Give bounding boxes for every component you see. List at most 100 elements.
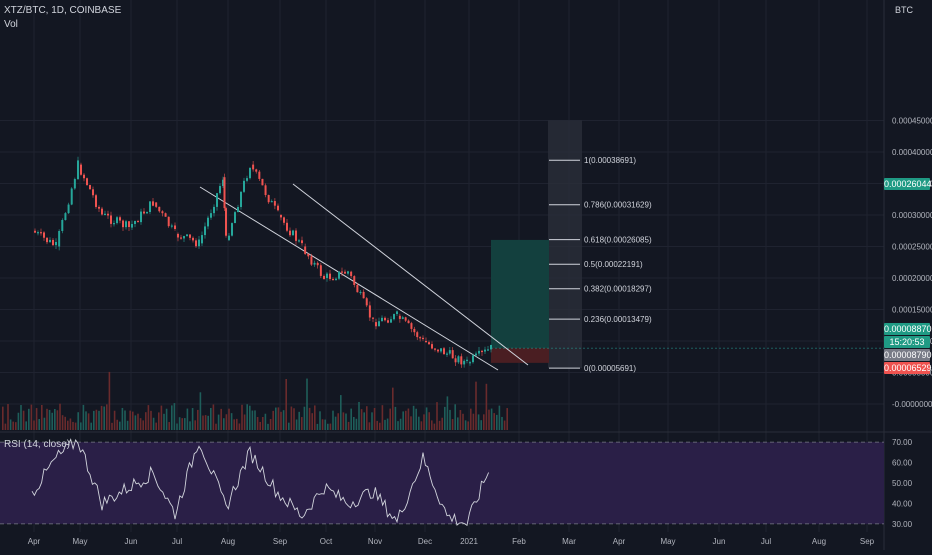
candle-body	[368, 305, 371, 318]
candle-body	[487, 349, 489, 351]
volume-bar	[483, 414, 485, 430]
volume-bar	[38, 419, 40, 430]
volume-bar	[324, 419, 326, 430]
candle-body	[52, 239, 54, 246]
x-tick-label: Nov	[368, 537, 382, 546]
volume-bar	[407, 408, 410, 430]
candle-body	[64, 213, 67, 220]
volume-bar	[345, 413, 347, 430]
volume-bar	[368, 422, 371, 430]
candle-body	[304, 246, 307, 254]
volume-bar	[373, 407, 376, 430]
volume-bar	[228, 408, 230, 430]
volume-bar	[7, 404, 9, 430]
candle-body	[246, 178, 248, 181]
volume-bar	[171, 405, 173, 430]
candle-body	[387, 320, 389, 323]
candle-body	[101, 208, 103, 215]
volume-bar	[225, 414, 228, 430]
volume-bar	[334, 416, 337, 430]
volume-bar	[311, 413, 313, 430]
y-tick-label: 0.00045000	[892, 117, 932, 126]
volume-bar	[397, 421, 399, 430]
volume-bar	[379, 422, 381, 430]
candle-body	[356, 284, 359, 293]
candle-body	[252, 164, 255, 170]
volume-bar	[48, 409, 51, 430]
candle-body	[307, 253, 310, 257]
volume-bar	[85, 411, 87, 430]
volume-bar	[108, 371, 111, 430]
volume-bar	[69, 418, 72, 430]
volume-bar	[82, 404, 85, 430]
volume-bar	[119, 421, 121, 430]
target-zone	[491, 239, 549, 349]
volume-bar	[202, 415, 204, 430]
candle-body	[107, 213, 109, 216]
candle-body	[335, 278, 337, 280]
candle-body	[381, 317, 383, 322]
candle-body	[410, 323, 413, 329]
candle-body	[329, 273, 331, 279]
volume-bar	[173, 403, 176, 430]
candle-body	[189, 234, 191, 238]
rsi-tick-label: 60.00	[892, 459, 913, 468]
candle-body	[460, 356, 463, 365]
candle-body	[362, 291, 365, 299]
volume-bar	[470, 408, 472, 430]
volume-bar	[295, 419, 298, 430]
volume-bar	[298, 411, 300, 430]
volume-bar	[438, 420, 441, 430]
volume-bar	[113, 410, 116, 430]
candle-body	[195, 240, 197, 247]
volume-bar	[384, 419, 386, 430]
volume-bar	[332, 410, 334, 430]
candle-body	[149, 201, 151, 213]
candle-body	[134, 220, 136, 225]
candle-body	[431, 344, 433, 349]
volume-bar	[189, 421, 191, 430]
volume-bar	[2, 406, 4, 430]
volume-bar	[238, 423, 241, 430]
x-tick-label: Apr	[613, 537, 626, 546]
candle-body	[416, 332, 419, 338]
candle-body	[440, 348, 442, 352]
volume-bar	[503, 420, 506, 430]
candle-body	[61, 219, 64, 232]
candle-body	[174, 225, 176, 229]
candle-body	[267, 195, 270, 203]
volume-bar	[246, 404, 248, 430]
volume-bar	[249, 405, 251, 430]
x-tick-label: Jul	[761, 537, 771, 546]
volume-bar	[90, 422, 92, 430]
candle-body	[80, 164, 82, 175]
volume-bar	[386, 418, 389, 430]
volume-bar	[490, 408, 493, 430]
volume-bar	[477, 414, 480, 430]
volume-bar	[210, 407, 212, 430]
x-tick-label: May	[660, 537, 675, 546]
volume-bar	[371, 412, 373, 430]
candle-body	[198, 239, 200, 247]
volume-bar	[74, 422, 77, 430]
volume-bar	[420, 421, 423, 430]
volume-bar	[306, 378, 308, 430]
candle-body	[261, 178, 264, 186]
fib-label: 0(0.00005691)	[584, 364, 636, 373]
volume-bar	[111, 422, 113, 430]
volume-bar	[61, 415, 64, 430]
volume-bar	[496, 414, 498, 430]
candle-body	[49, 239, 51, 243]
volume-bar	[220, 408, 222, 430]
volume-bar	[415, 408, 417, 430]
candle-body	[484, 349, 486, 352]
volume-bar	[103, 406, 105, 430]
fib-label: 0.382(0.00018297)	[584, 285, 652, 294]
volume-bar	[488, 409, 490, 430]
candle-body	[372, 317, 374, 319]
candle-body	[264, 185, 267, 196]
volume-bar	[457, 417, 459, 430]
stop-zone	[491, 348, 549, 363]
